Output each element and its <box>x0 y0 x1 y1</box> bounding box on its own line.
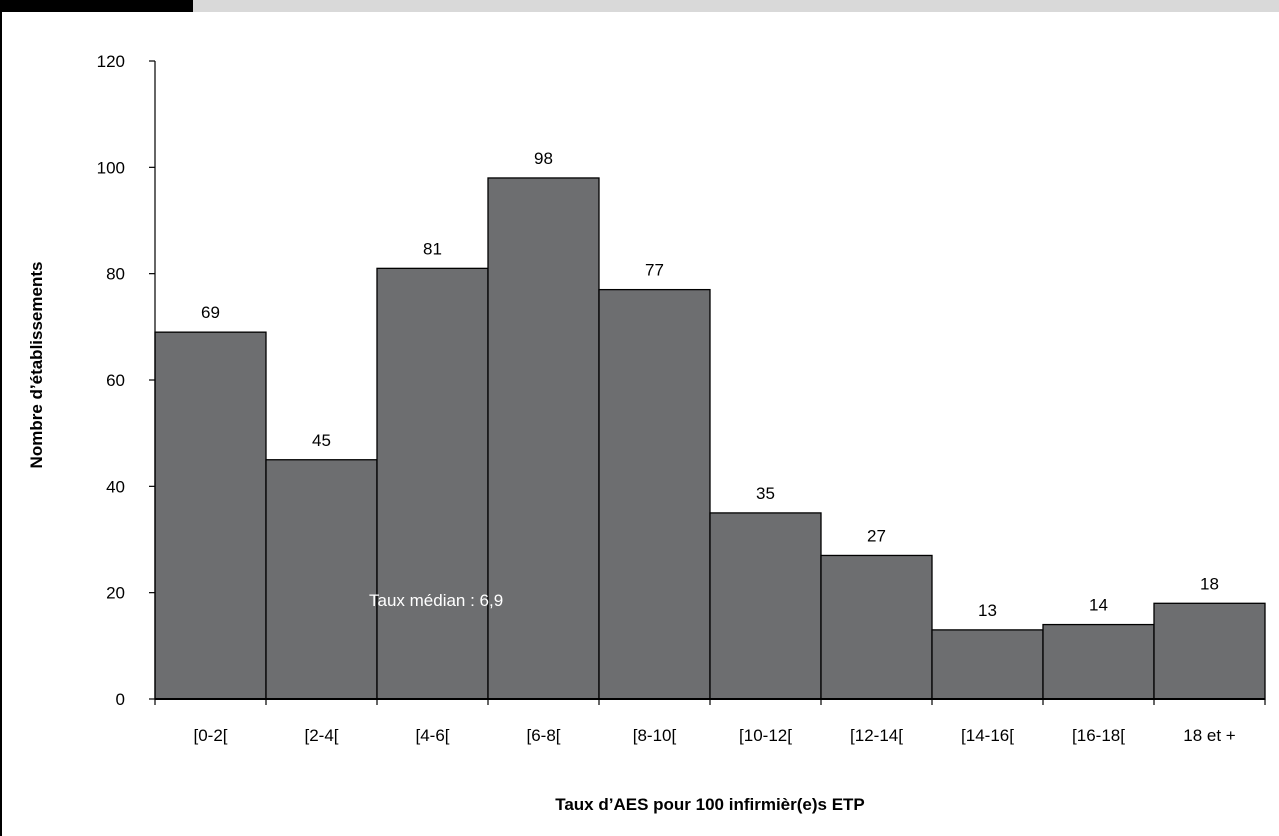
bar <box>154 331 267 700</box>
bar <box>598 288 711 700</box>
bar-value-label: 98 <box>534 149 553 168</box>
bar-value-label: 45 <box>312 431 331 450</box>
bar <box>1153 602 1266 700</box>
y-tick-labels-group: 0 20 40 60 80 100 120 <box>97 52 125 709</box>
y-tick-label: 40 <box>106 477 125 496</box>
x-tick-label: [6-8[ <box>526 726 560 745</box>
bar <box>1042 623 1155 700</box>
bar <box>820 554 933 700</box>
bar-value-label: 77 <box>645 261 664 280</box>
bar <box>376 267 489 700</box>
median-annotation: Taux médian : 6,9 <box>369 591 503 610</box>
bar-value-label: 13 <box>978 601 997 620</box>
bars-group <box>154 177 1266 700</box>
x-tick-label: 18 et + <box>1183 726 1236 745</box>
header-band-light <box>193 0 1279 12</box>
x-tick-label: [4-6[ <box>415 726 449 745</box>
y-tick-label: 20 <box>106 584 125 603</box>
x-tick-label: [0-2[ <box>193 726 227 745</box>
bar-value-label: 27 <box>867 526 886 545</box>
x-tick-label: [14-16[ <box>961 726 1014 745</box>
bar-value-label: 69 <box>201 303 220 322</box>
x-tick-label: [10-12[ <box>739 726 792 745</box>
bar-value-label: 14 <box>1089 596 1108 615</box>
header-band-dark <box>0 0 193 12</box>
bar-value-label: 35 <box>756 484 775 503</box>
y-axis-label: Nombre d’établissements <box>27 262 46 469</box>
x-tick-labels-group: [0-2[ [2-4[ [4-6[ [6-8[ [8-10[ [10-12[ [12-14[… <box>193 726 1235 745</box>
y-tick-label: 80 <box>106 265 125 284</box>
y-tick-label: 120 <box>97 52 125 71</box>
x-tick-label: [2-4[ <box>304 726 338 745</box>
y-tick-label: 60 <box>106 371 125 390</box>
value-labels-group: 69 45 81 98 77 35 27 13 14 18 <box>201 149 1219 620</box>
bar <box>265 459 378 700</box>
bar-value-label: 81 <box>423 239 442 258</box>
axes-group <box>149 60 1266 705</box>
x-tick-label: [12-14[ <box>850 726 903 745</box>
x-tick-label: [16-18[ <box>1072 726 1125 745</box>
x-axis-label: Taux d’AES pour 100 infirmièr(e)s ETP <box>555 795 865 814</box>
y-tick-label: 100 <box>97 158 125 177</box>
x-tick-label: [8-10[ <box>633 726 677 745</box>
bar-value-label: 18 <box>1200 574 1219 593</box>
bar <box>709 512 822 700</box>
bar <box>931 629 1044 700</box>
y-tick-label: 0 <box>116 690 125 709</box>
bar <box>487 177 600 700</box>
left-border <box>0 12 2 836</box>
